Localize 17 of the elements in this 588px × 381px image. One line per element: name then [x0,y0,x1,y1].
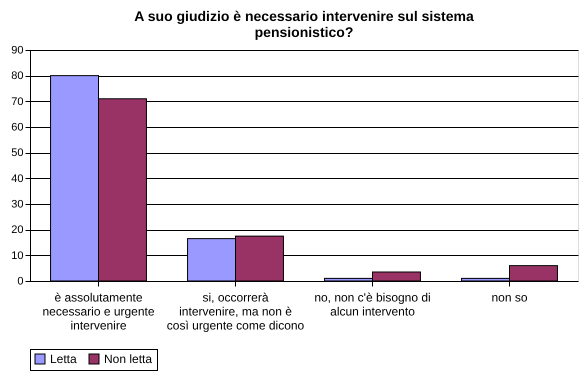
legend-label: Non letta [104,352,152,366]
y-tick-label: 50 [11,147,24,160]
x-tick-label: no, non c'è bisogno di alcun intervento [314,290,431,318]
y-tick-label: 10 [11,250,24,262]
y-tick-label: 40 [11,172,24,185]
y-tick-label: 70 [11,96,24,108]
legend-label: Letta [50,352,78,366]
y-tick-label: 80 [11,70,24,82]
y-tick-label: 20 [11,224,24,236]
chart-title: A suo giudizio è necessario intervenire sul sistema pensionistico? [134,8,474,40]
x-tick-label: non so [491,290,528,304]
y-tick-label: 30 [11,198,24,210]
y-tick-label: 60 [11,122,24,134]
x-tick-label: è assolutamente necessario e urgente intervenire [42,290,155,332]
y-tick-label: 90 [11,44,24,56]
x-tick-label: si, occorrerà intervenire, ma non è così urgente come dicono [166,290,305,332]
y-tick-label: 0 [17,276,24,288]
